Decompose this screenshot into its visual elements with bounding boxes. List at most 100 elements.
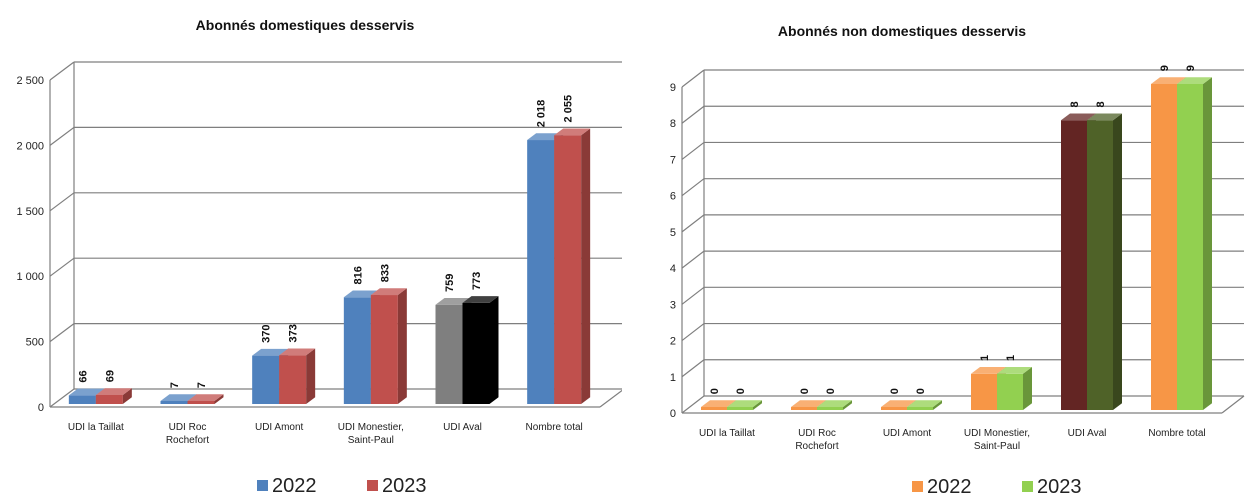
- chart-0-bar-2023: [95, 388, 132, 404]
- chart-0-category-label: Nombre total: [526, 422, 583, 433]
- chart-0-legend-swatch: [257, 480, 268, 491]
- bar-front: [554, 135, 582, 404]
- chart-0-value-label: 816: [352, 266, 364, 284]
- bar-front: [187, 401, 215, 404]
- chart-1-ytick-label: 1: [670, 372, 676, 384]
- chart-1-ytick-label: 0: [670, 408, 676, 420]
- chart-1-category-label: UDI la Taillat: [699, 428, 755, 439]
- bar-top: [997, 367, 1032, 374]
- chart-0-value-label: 759: [444, 274, 456, 292]
- bar-top: [462, 296, 499, 303]
- chart-1-category-label: UDI Monestier,: [964, 428, 1030, 439]
- chart-0-value-label: 773: [471, 272, 483, 290]
- chart-1-gridline-side: [681, 286, 705, 305]
- chart-0-ytick-label: 1 000: [16, 271, 44, 283]
- chart-0-title: Abonnés domestiques desservis: [196, 17, 415, 33]
- chart-1-category-label: Rochefort: [795, 441, 839, 452]
- bar-front: [462, 302, 490, 404]
- chart-domestic-subscribers: Abonnés domestiques desservis 0 500 1 000 1 …: [0, 0, 625, 498]
- chart-0-value-label: 373: [288, 324, 300, 342]
- chart-0-bar-2023: [370, 288, 407, 404]
- bar-front: [701, 407, 727, 410]
- bar-top: [701, 400, 736, 407]
- bar-top: [1177, 77, 1212, 84]
- chart-1-value-label: 1: [979, 355, 991, 361]
- chart-1-floor-edge: [1221, 395, 1245, 414]
- chart-0-category-label: Rochefort: [166, 435, 210, 446]
- chart-1-gridline-side: [681, 178, 705, 197]
- bar-top: [971, 367, 1006, 374]
- chart-1-gridline-side: [681, 214, 705, 233]
- chart-non-domestic-subscribers: Abonnés non domestiques desservis 0 1 2 3 4 5 6…: [622, 0, 1245, 498]
- chart-1-legend-label: 2023: [1037, 476, 1082, 498]
- chart-0-ytick-label: 2 500: [16, 75, 44, 87]
- bar-side: [1023, 367, 1032, 410]
- chart-1-legend-swatch: [1022, 481, 1033, 492]
- chart-0-legend-label: 2022: [272, 475, 317, 497]
- chart-1-gridline-side: [681, 141, 705, 160]
- bar-top: [370, 288, 407, 296]
- chart-1-category-label: UDI Roc: [798, 428, 836, 439]
- bar-side: [581, 128, 591, 404]
- bar-front: [997, 373, 1023, 410]
- bar-front: [279, 355, 307, 404]
- bar-side: [753, 400, 762, 410]
- chart-0-legend-swatch: [367, 480, 378, 491]
- chart-1-title: Abonnés non domestiques desservis: [778, 23, 1026, 39]
- chart-0-value-label: 2 018: [536, 100, 548, 128]
- chart-1-gridline-side: [681, 395, 705, 414]
- chart-1-bar-2023: [907, 400, 942, 410]
- bar-front: [343, 297, 371, 404]
- chart-1-ytick-label: 2: [670, 336, 676, 348]
- chart-0-ytick-label: 1 500: [16, 206, 44, 218]
- bar-front: [727, 407, 753, 410]
- chart-1-gridline-side: [681, 250, 705, 269]
- bar-front: [907, 407, 933, 410]
- chart-1-ytick-label: 6: [670, 191, 676, 203]
- chart-1-legend-swatch: [912, 481, 923, 492]
- chart-1-ytick-label: 5: [670, 227, 676, 239]
- bar-front: [1087, 120, 1113, 410]
- chart-0-category-label: UDI Amont: [255, 422, 304, 433]
- chart-0-ytick-label: 2 000: [16, 140, 44, 152]
- chart-0-bar-2023: [187, 394, 224, 404]
- chart-1-ytick-label: 3: [670, 299, 676, 311]
- bar-front: [160, 401, 188, 404]
- chart-0-value-label: 7: [196, 382, 208, 388]
- bar-front: [881, 407, 907, 410]
- bar-side: [306, 348, 316, 404]
- chart-1-gridline-side: [681, 359, 705, 378]
- chart-1-bar-2023: [997, 367, 1032, 410]
- bar-top: [1061, 113, 1096, 121]
- chart-1-gridline-side: [681, 69, 705, 88]
- bar-top: [252, 348, 289, 356]
- bar-front: [791, 407, 817, 410]
- chart-1-bar-2023: [1087, 113, 1122, 410]
- chart-0-gridline-side: [49, 323, 75, 343]
- chart-0-bar-2023: [554, 128, 591, 404]
- bar-top: [160, 394, 197, 401]
- bar-top: [554, 128, 591, 136]
- bar-front: [1061, 120, 1087, 410]
- bar-top: [1087, 113, 1122, 121]
- chart-1-category-label: UDI Aval: [1068, 428, 1107, 439]
- chart-0-value-label: 7: [169, 382, 181, 388]
- chart-1-bar-2023: [817, 400, 852, 410]
- chart-0-ytick-label: 0: [38, 402, 44, 414]
- bar-side: [843, 400, 852, 410]
- chart-0-category-label: UDI Aval: [443, 422, 482, 433]
- chart-0-category-label: Saint-Paul: [348, 435, 394, 446]
- chart-1-category-label: Nombre total: [1148, 428, 1205, 439]
- chart-0-value-label: 69: [104, 370, 116, 382]
- chart-0-bar-2023: [462, 296, 499, 404]
- chart-1-category-label: Saint-Paul: [974, 441, 1020, 452]
- chart-1-value-label: 0: [915, 388, 927, 394]
- chart-0-gridline-side: [49, 61, 75, 81]
- chart-1-value-label: 0: [709, 388, 721, 394]
- bar-top: [727, 400, 762, 407]
- bar-top: [68, 388, 105, 396]
- bar-top: [817, 400, 852, 407]
- bar-top: [791, 400, 826, 407]
- chart-1-ytick-label: 8: [670, 118, 676, 130]
- chart-1-value-label: 1: [1005, 355, 1017, 361]
